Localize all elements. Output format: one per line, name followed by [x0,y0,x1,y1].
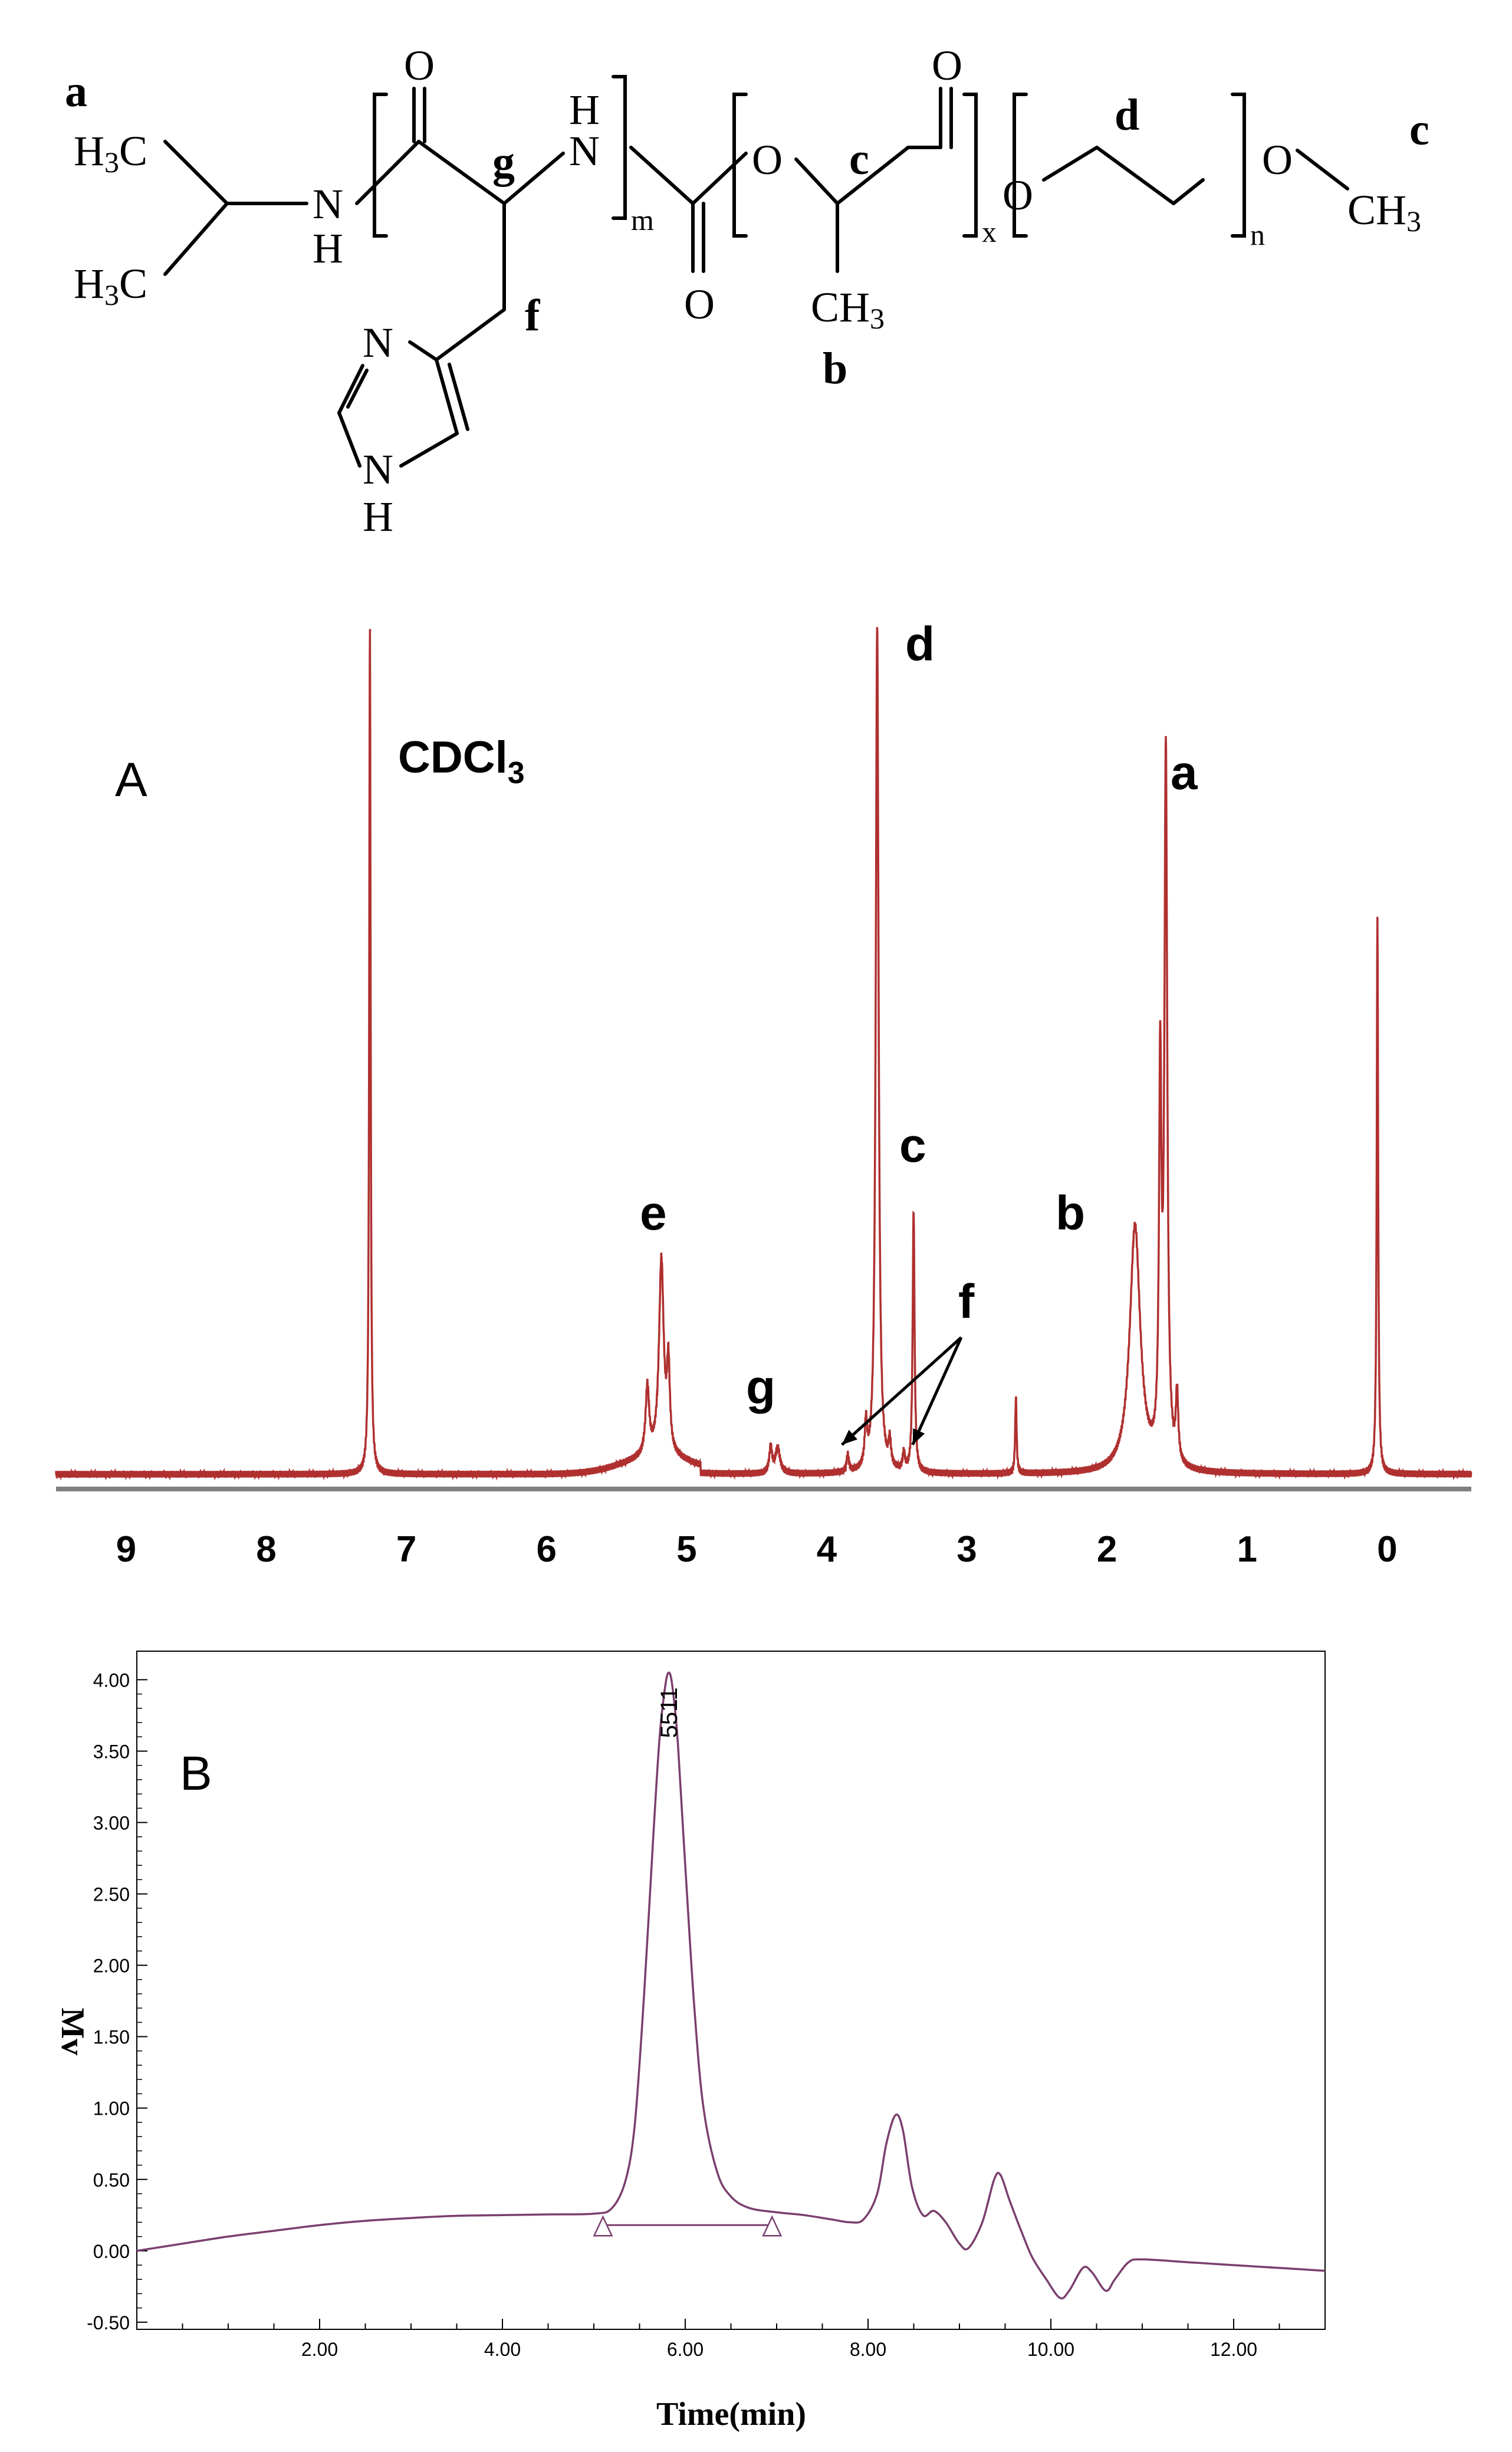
nmr-tick-label: 6 [536,1529,556,1570]
gpc-y-tick-label: 4.00 [93,1669,130,1691]
gpc-chart: B -0.50 0.00 0.50 1.00 1.50 2.00 2.50 3.00 3.50 4… [54,1651,1326,2433]
atom-o-top2: O [932,42,962,89]
f-arrow-line [840,1336,962,1446]
atom-o-top1: O [404,42,435,89]
peak-label-b: b [1056,1186,1085,1240]
peak-label-a: a [1171,746,1198,800]
atom-nh-ring-n: N [363,446,393,493]
subscript-x: x [982,215,997,248]
atom-h3c-top: H3C [74,127,147,179]
f-arrows [840,1336,963,1446]
atom-n-amide2: N [569,127,600,175]
gpc-y-axis-title: Mv [54,2008,91,2056]
gpc-y-tick-label: 2.50 [93,1884,130,1905]
structure-labels: a g f c b d c [65,67,1429,393]
gpc-peak-label: 5511 [656,1687,682,1738]
f-arrow-head [842,1429,858,1445]
subscript-m: m [631,203,654,236]
nmr-tick-label: 9 [116,1529,136,1570]
gpc-y-tick-label: 3.00 [93,1813,130,1834]
nmr-spectrum-line [55,627,1472,1481]
label-a: a [65,67,87,116]
nmr-tick-label: 5 [676,1529,696,1570]
atom-ch3-lactide: CH3 [811,284,885,335]
nmr-tick-label: 3 [956,1529,977,1570]
gpc-x-tick-label: 8.00 [850,2339,886,2360]
peak-label-f: f [958,1275,975,1329]
nmr-chart: A CDCl3 9 8 7 6 5 4 3 2 1 0 d a c b e g f [55,617,1472,1570]
gpc-y-tick-label: -0.50 [87,2312,130,2333]
gpc-axes: -0.50 0.00 0.50 1.00 1.50 2.00 2.50 3.00 3.50 4.0… [87,1669,1280,2360]
label-c-right: c [1409,105,1429,155]
gpc-frame [136,1651,1326,2330]
atom-h3c-bottom: H3C [74,260,147,311]
subscript-n: n [1250,218,1265,251]
f-annotation: f [840,1275,975,1446]
panel-label-b: B [180,1747,212,1800]
gpc-marker-triangle [593,2215,613,2237]
nmr-tick-label: 1 [1237,1529,1257,1570]
peak-label-e: e [640,1186,667,1240]
atom-o-ester2: O [1002,172,1033,219]
gpc-x-tick-label: 2.00 [301,2339,338,2360]
peak-label-g: g [746,1360,775,1414]
gpc-integration-markers [593,2215,783,2237]
nmr-peak-labels: d a c b e g [640,617,1198,1414]
peak-label-c: c [899,1119,926,1172]
gpc-x-tick-label: 10.00 [1027,2339,1074,2360]
gpc-y-tick-label: 2.00 [93,1955,130,1977]
gpc-x-axis-title: Time(min) [656,2396,806,2433]
chemical-structure [163,75,1349,468]
label-b: b [823,344,847,393]
atom-n-amide1: N [313,180,343,228]
nmr-tick-label: 2 [1097,1529,1117,1570]
nmr-tick-label: 8 [256,1529,276,1570]
gpc-x-tick-label: 4.00 [484,2339,521,2360]
label-g: g [492,137,515,187]
nmr-tick-label: 4 [817,1529,837,1570]
peak-label-d: d [905,617,935,671]
nmr-tick-label: 7 [396,1529,416,1570]
gpc-marker-triangle [762,2215,783,2237]
label-d: d [1115,90,1139,140]
structure-atoms: H3C H3C N H O H N m O O O CH3 x O n O CH… [74,42,1421,540]
gpc-x-tick-label: 6.00 [667,2339,704,2360]
nmr-tick-label: 0 [1377,1529,1397,1570]
atom-o-carbamate: O [684,281,715,328]
nmr-tick-labels: 9 8 7 6 5 4 3 2 1 0 [116,1529,1398,1570]
gpc-x-tick-label: 12.00 [1210,2339,1257,2360]
panel-label-a: A [115,753,147,807]
atom-ch3-end: CH3 [1347,186,1421,238]
gpc-trace-line [136,1671,1326,2300]
label-f: f [525,291,541,340]
solvent-label: CDCl3 [398,732,525,790]
atom-o-methoxy: O [1262,136,1293,183]
gpc-y-tick-label: 1.00 [93,2098,130,2119]
atom-n-ring: N [363,319,393,366]
f-arrow-line [911,1336,963,1446]
atom-nh-ring-h: H [363,493,393,540]
gpc-y-tick-label: 1.50 [93,2027,130,2048]
atom-o-ester1: O [752,136,783,183]
gpc-y-tick-label: 0.00 [93,2241,130,2262]
label-c-left: c [849,134,869,184]
gpc-y-tick-label: 0.50 [93,2170,130,2191]
atom-h-amide2: H [569,86,600,133]
atom-h-amide1: H [313,225,343,272]
f-arrow-head [912,1428,925,1445]
gpc-y-tick-label: 3.50 [93,1741,130,1762]
